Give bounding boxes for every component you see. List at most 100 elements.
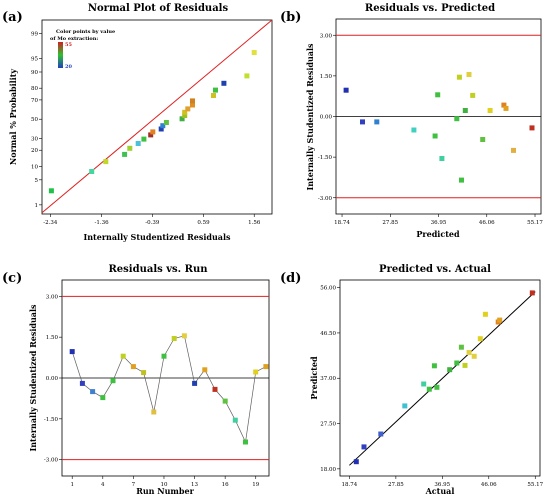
y-tick-label: -1.50 [44, 417, 59, 423]
y-tick-label: 95 [31, 57, 38, 63]
residuals-vs-predicted-panel: Residuals vs. Predicted Predicted Intern… [305, 3, 543, 239]
data-point [529, 125, 535, 131]
data-point [122, 151, 128, 157]
chart-title: Residuals vs. Run [108, 264, 208, 275]
x-tick-label: 1 [70, 482, 74, 488]
data-point [447, 367, 453, 373]
data-point [470, 92, 476, 98]
data-points [69, 333, 269, 445]
panel-letter-d: (d) [280, 271, 301, 286]
data-point [211, 93, 216, 98]
limit-lines [336, 34, 541, 199]
x-tick-label: 55.17 [527, 482, 543, 488]
x-axis-label: Actual [425, 486, 455, 495]
y-axis-label: Predicted [309, 356, 319, 400]
run-order-line [71, 335, 267, 444]
x-tick-label: 46.06 [479, 220, 495, 226]
limit-lines [62, 295, 269, 461]
data-point [212, 386, 218, 392]
data-point [222, 398, 228, 404]
data-point [190, 98, 195, 104]
data-point [462, 362, 468, 368]
x-axis-label: Run Number [136, 486, 194, 495]
y-tick-label: 0.00 [320, 115, 333, 121]
x-tick-label: 16 [222, 482, 229, 488]
data-point [192, 380, 198, 386]
y-axis-label: Internally Studentized Residuals [305, 43, 315, 191]
x-tick-label: 7 [132, 482, 136, 488]
y-tick-label: 27.50 [320, 422, 336, 428]
panel-letter-a: (a) [2, 10, 23, 25]
x-tick-label: 19 [252, 482, 259, 488]
data-point [190, 102, 195, 108]
data-point [497, 317, 503, 323]
fit-line [349, 291, 536, 466]
y-tick-label: 18.00 [320, 467, 336, 473]
x-tick-label: 27.85 [388, 482, 404, 488]
x-tick-labels: -2.34 -1.36 -0.39 0.59 1.56 [43, 214, 261, 226]
x-tick-label: 4 [101, 482, 105, 488]
chart-title: Residuals vs. Predicted [365, 3, 495, 14]
data-point [179, 116, 185, 122]
data-point [141, 136, 147, 142]
data-point [253, 369, 259, 375]
data-point [353, 459, 359, 465]
data-point [221, 80, 227, 86]
data-point [100, 395, 106, 401]
y-tick-label: 20 [31, 148, 38, 154]
data-point [501, 102, 507, 108]
data-point [135, 141, 141, 146]
y-tick-label: 56.00 [320, 286, 336, 292]
x-tick-label: 1.56 [248, 220, 261, 226]
data-point [426, 386, 432, 392]
y-tick-label: 30 [31, 137, 38, 143]
data-point [462, 108, 468, 113]
data-point [182, 109, 188, 115]
x-tick-label: -0.39 [145, 220, 160, 226]
normal-plot-panel: Normal Plot of Residuals Internally Stud… [8, 3, 273, 242]
data-point [480, 137, 486, 142]
data-point [232, 417, 238, 423]
chart-title: Predicted vs. Actual [379, 264, 491, 275]
data-point [243, 439, 248, 445]
data-point [434, 384, 440, 390]
data-point [411, 127, 417, 133]
x-tick-label: 13 [191, 482, 198, 488]
data-point [459, 177, 464, 183]
x-tick-label: 18.74 [342, 482, 358, 488]
y-tick-label: 1.50 [46, 335, 59, 341]
legend-title-line-1: Color points by value [56, 29, 115, 35]
data-point [103, 159, 109, 165]
y-tick-labels: 3.00 1.50 0.00 -1.50 -3.00 [318, 33, 336, 202]
data-point [141, 370, 147, 376]
data-point [251, 50, 257, 55]
data-point [477, 336, 483, 342]
data-points [353, 290, 535, 465]
legend-color-bar [58, 42, 63, 68]
data-point [182, 113, 188, 118]
color-legend: Color points by value of Mo extraction: … [50, 29, 115, 70]
y-tick-label: 46.50 [320, 331, 336, 337]
data-points [48, 50, 257, 194]
data-point [90, 389, 96, 395]
x-tick-label: 46.06 [481, 482, 497, 488]
data-point [435, 92, 441, 98]
y-tick-label: 70 [31, 98, 38, 104]
data-point [503, 105, 509, 111]
data-point [361, 444, 367, 450]
data-point [343, 87, 349, 93]
y-tick-label: 5 [35, 178, 39, 184]
y-tick-label: 1.50 [320, 74, 333, 80]
reference-line [41, 19, 273, 214]
data-point [163, 120, 169, 125]
data-point [160, 123, 166, 129]
data-point [511, 147, 516, 153]
data-point [456, 74, 462, 80]
data-point [148, 132, 154, 138]
data-point [431, 363, 437, 369]
data-point [171, 336, 177, 341]
x-tick-label: 0.59 [197, 220, 210, 226]
y-tick-labels: 3.00 1.50 0.00 -1.50 -3.00 [44, 294, 62, 464]
plot-frame [41, 19, 273, 215]
